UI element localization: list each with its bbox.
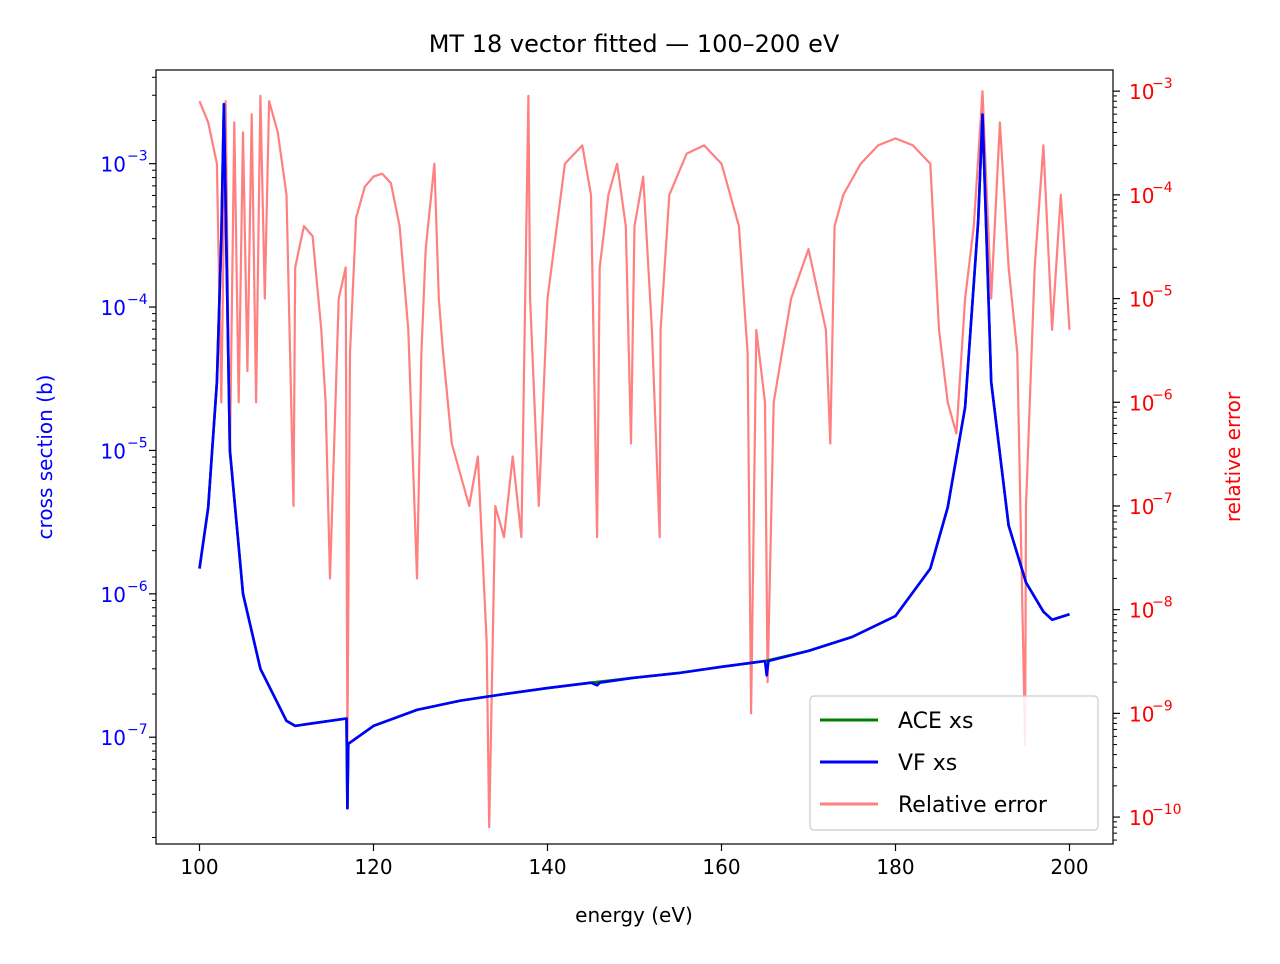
legend: ACE xs VF xs Relative error	[809, 695, 1099, 831]
legend-box	[809, 695, 1099, 831]
left-tick-label: 10	[101, 296, 126, 320]
left-tick-label: 10	[101, 583, 126, 607]
right-tick-label: 10	[1129, 702, 1154, 726]
series-line-relative-error	[198, 90, 1071, 829]
left-tick-exponent: −6	[127, 579, 148, 595]
right-axis-label: relative error	[1221, 391, 1245, 522]
right-tick-exponent: −7	[1152, 491, 1173, 507]
series-layer	[198, 90, 1071, 829]
right-tick-exponent: −4	[1152, 180, 1173, 196]
right-tick-exponent: −10	[1152, 802, 1182, 818]
left-axis-label: cross section (b)	[33, 375, 57, 540]
right-tick-label: 10	[1129, 806, 1154, 830]
series-line-vf-xs	[198, 102, 1070, 810]
right-axis-ticks: 10−310−410−510−610−710−810−910−10	[1113, 76, 1182, 841]
right-tick-label: 10	[1129, 495, 1154, 519]
left-tick-exponent: −3	[127, 149, 148, 165]
right-tick-label: 10	[1129, 184, 1154, 208]
right-tick-label: 10	[1129, 80, 1154, 104]
left-axis-ticks: 10−310−410−510−610−7	[101, 76, 156, 838]
x-tick-label: 140	[528, 855, 566, 879]
chart-title: MT 18 vector fitted — 100–200 eV	[429, 30, 840, 58]
legend-label: Relative error	[898, 793, 1048, 818]
x-axis-label: energy (eV)	[575, 903, 693, 927]
left-tick-label: 10	[101, 439, 126, 463]
right-tick-exponent: −8	[1152, 595, 1173, 611]
x-tick-label: 180	[876, 855, 914, 879]
right-tick-exponent: −6	[1152, 387, 1173, 403]
left-tick-exponent: −7	[127, 722, 148, 738]
x-tick-label: 120	[354, 855, 392, 879]
legend-label: VF xs	[898, 751, 957, 776]
right-tick-exponent: −3	[1152, 76, 1173, 92]
right-tick-label: 10	[1129, 391, 1154, 415]
x-tick-label: 160	[702, 855, 740, 879]
left-tick-label: 10	[101, 153, 126, 177]
x-tick-label: 200	[1050, 855, 1088, 879]
right-tick-exponent: −5	[1152, 284, 1173, 300]
x-axis-ticks: 100 120 140 160 180 200	[180, 844, 1089, 879]
right-tick-label: 10	[1129, 288, 1154, 312]
right-tick-label: 10	[1129, 599, 1154, 623]
x-tick-label: 100	[180, 855, 218, 879]
left-tick-exponent: −5	[127, 435, 148, 451]
left-tick-label: 10	[101, 726, 126, 750]
left-tick-exponent: −4	[127, 292, 148, 308]
legend-label: ACE xs	[898, 709, 973, 734]
right-tick-exponent: −9	[1152, 698, 1173, 714]
